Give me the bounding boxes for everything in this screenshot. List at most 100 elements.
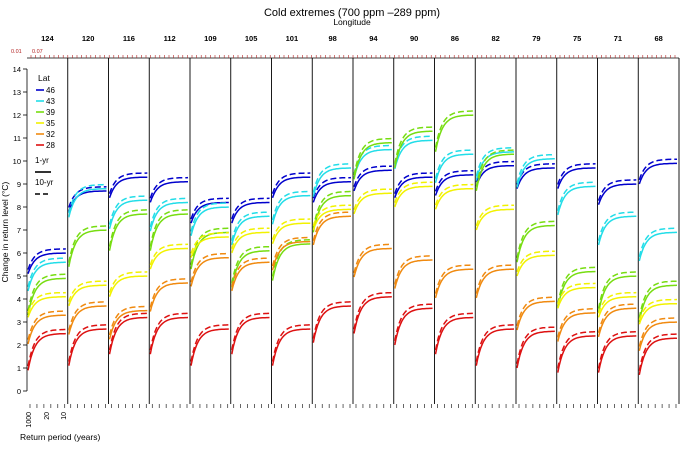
series-46-1yr-line	[312, 181, 351, 203]
series-35-1yr-line	[353, 192, 392, 215]
series-43-1yr-line	[597, 215, 637, 246]
series-39-1yr-line	[353, 141, 392, 180]
series-35-10yr-line	[557, 282, 596, 305]
panel-label: 75	[573, 34, 581, 43]
series-28-10yr-line	[190, 324, 229, 362]
legend: Lat 46 43 39 35 32 28 1-yr 10-yr	[35, 73, 55, 195]
panel-label: 68	[654, 34, 662, 43]
series-46-1yr-line	[638, 162, 677, 185]
series-35-10yr-line	[190, 232, 229, 254]
series-46-1yr-line	[149, 181, 188, 203]
panel-label: 101	[286, 34, 299, 43]
series-35-10yr-line	[231, 227, 270, 250]
series-28-1yr-line	[190, 328, 229, 366]
series-43-10yr-line	[68, 183, 107, 214]
series-46-10yr-line	[638, 158, 678, 181]
series-28-1yr-line	[149, 316, 189, 355]
series-39-10yr-line	[557, 266, 596, 305]
series-43-1yr-line	[312, 167, 351, 197]
series-35-1yr-line	[27, 296, 66, 318]
series-46-1yr-line	[516, 167, 555, 189]
series-43-1yr-line	[353, 148, 392, 179]
series-43-10yr-line	[312, 163, 351, 193]
series-28-1yr-line	[597, 335, 637, 373]
series-43-10yr-line	[190, 202, 229, 232]
legend-label-32: 32	[46, 130, 55, 139]
panel-label: 109	[204, 34, 217, 43]
series-43-10yr-line	[149, 197, 188, 228]
series-43-10yr-line	[231, 211, 270, 241]
series-32-10yr-line	[149, 278, 188, 308]
panel-90: 90	[393, 34, 433, 404]
series-28-10yr-line	[231, 312, 270, 351]
series-46-1yr-line	[27, 252, 66, 274]
series-32-1yr-line	[516, 300, 555, 331]
top-axis-label-1: 0.01	[11, 49, 22, 55]
series-46-1yr-line	[231, 201, 270, 224]
series-28-1yr-line	[27, 332, 66, 371]
series-35-10yr-line	[108, 271, 148, 293]
series-46-1yr-line	[353, 169, 392, 192]
series-35-10yr-line	[434, 183, 474, 206]
series-32-1yr-line	[190, 256, 229, 287]
series-28-1yr-line	[271, 328, 311, 366]
series-39-1yr-line	[475, 153, 515, 192]
series-28-1yr-line	[353, 296, 392, 334]
y-tick-label: 12	[13, 111, 21, 120]
panel-94: 94	[352, 34, 392, 404]
series-43-10yr-line	[516, 153, 555, 184]
series-28-1yr-line	[312, 305, 352, 343]
y-tick-label: 2	[17, 341, 21, 350]
y-tick-label: 10	[13, 157, 21, 166]
panel-label: 94	[369, 34, 378, 43]
series-46-1yr-line	[434, 174, 474, 196]
series-35-1yr-line	[638, 302, 677, 325]
series-28-1yr-line	[68, 328, 107, 366]
series-35-1yr-line	[557, 286, 596, 309]
series-32-10yr-line	[475, 264, 514, 294]
panel-label: 71	[614, 34, 622, 43]
series-35-1yr-line	[434, 187, 474, 210]
series-28-1yr-line	[475, 328, 515, 366]
series-39-10yr-line	[190, 227, 229, 266]
series-35-1yr-line	[68, 284, 107, 307]
chart-title: Cold extremes (700 ppm –289 ppm)	[264, 7, 440, 19]
series-35-1yr-line	[231, 231, 270, 254]
series-39-10yr-line	[597, 271, 637, 309]
y-tick-label: 4	[17, 295, 21, 304]
series-32-10yr-line	[27, 310, 66, 340]
series-39-10yr-line	[149, 209, 188, 247]
panel-105: 105	[230, 34, 270, 404]
series-32-10yr-line	[312, 211, 351, 241]
series-43-1yr-line	[271, 194, 311, 225]
series-32-10yr-line	[516, 296, 555, 327]
panel-label: 90	[410, 34, 418, 43]
top-axis-label-2: 0.07	[32, 49, 43, 55]
legend-label-35: 35	[46, 119, 55, 128]
legend-linetype-label: 1-yr	[35, 156, 49, 165]
series-32-10yr-line	[271, 236, 311, 267]
panel-label: 98	[328, 34, 336, 43]
series-46-10yr-line	[231, 197, 270, 220]
series-32-1yr-line	[27, 314, 66, 345]
series-32-1yr-line	[597, 307, 637, 338]
series-46-10yr-line	[27, 248, 66, 270]
series-28-10yr-line	[434, 312, 474, 351]
series-35-10yr-line	[516, 250, 555, 273]
panel-label: 79	[532, 34, 540, 43]
y-tick-label: 5	[17, 272, 21, 281]
panel-68: 68	[637, 34, 678, 404]
series-35-1yr-line	[271, 222, 311, 245]
series-43-10yr-line	[27, 257, 66, 287]
series-43-1yr-line	[394, 139, 433, 170]
series-39-1yr-line	[68, 229, 107, 267]
y-tick-label: 14	[13, 65, 21, 74]
series-46-10yr-line	[557, 163, 596, 185]
panel-71: 71	[597, 34, 637, 404]
series-39-10yr-line	[353, 137, 392, 176]
x-axis: 1000 20 10	[26, 404, 677, 428]
panels-layer: 124 120 116 112 109 105 101 98 94 90 86 82 79 75 71 68	[27, 34, 680, 404]
series-46-1yr-line	[475, 164, 514, 187]
series-35-10yr-line	[353, 188, 392, 211]
